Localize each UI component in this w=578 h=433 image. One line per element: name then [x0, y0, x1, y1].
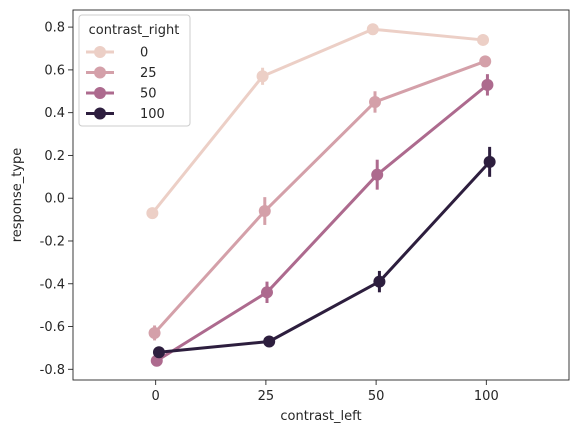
x-tick-label: 100	[474, 389, 499, 404]
series-line	[155, 83, 489, 363]
series-50	[150, 74, 494, 367]
legend-label: 100	[140, 107, 165, 122]
legend-swatch-marker	[94, 87, 106, 99]
x-axis: 0 25 50 100	[152, 380, 499, 404]
y-tick-label: 0.4	[44, 106, 65, 121]
x-tick-label: 50	[368, 389, 385, 404]
y-tick-label: -0.6	[40, 320, 65, 335]
legend-swatch-marker	[94, 107, 106, 120]
series-line	[151, 27, 484, 215]
data-point	[479, 55, 492, 68]
x-tick-label: 0	[152, 389, 160, 404]
legend: contrast_right 0 25 50 100	[78, 14, 191, 127]
legend-label: 0	[140, 46, 148, 61]
data-point	[148, 326, 161, 339]
data-point	[256, 70, 269, 83]
series-0	[146, 23, 490, 220]
series-layer	[146, 23, 496, 367]
legend-title: contrast_right	[89, 23, 180, 38]
data-point	[483, 155, 496, 168]
legend-label: 25	[140, 66, 157, 81]
data-point	[258, 205, 271, 218]
legend-label: 50	[140, 87, 157, 102]
data-point	[481, 78, 494, 91]
data-point	[373, 275, 386, 288]
data-point	[371, 168, 384, 181]
x-axis-label: contrast_left	[280, 409, 361, 424]
data-point	[366, 23, 379, 36]
legend-swatch-marker	[94, 46, 106, 58]
series-line	[158, 160, 491, 354]
x-tick-label: 25	[258, 389, 275, 404]
y-tick-label: 0.2	[44, 149, 65, 164]
legend-swatch-marker	[94, 66, 106, 79]
data-point	[369, 95, 382, 108]
data-point	[260, 286, 273, 299]
series-100	[152, 146, 496, 359]
y-tick-label: 0.6	[44, 63, 65, 78]
y-axis: -0.8 -0.6 -0.4 -0.2 0.0 0.2 0.4 0.6 0.8	[40, 21, 73, 378]
data-point	[152, 346, 165, 359]
series-25	[148, 55, 492, 341]
data-point	[477, 33, 490, 46]
y-tick-label: 0.0	[44, 192, 65, 207]
y-tick-label: -0.8	[40, 363, 65, 378]
data-point	[263, 335, 276, 348]
series-line	[153, 59, 486, 334]
y-tick-label: -0.4	[40, 277, 65, 292]
data-point	[146, 207, 159, 220]
y-tick-label: -0.2	[40, 234, 65, 249]
y-tick-label: 0.8	[44, 21, 65, 36]
legend-box	[78, 14, 191, 127]
y-axis-label: response_type	[10, 148, 25, 243]
